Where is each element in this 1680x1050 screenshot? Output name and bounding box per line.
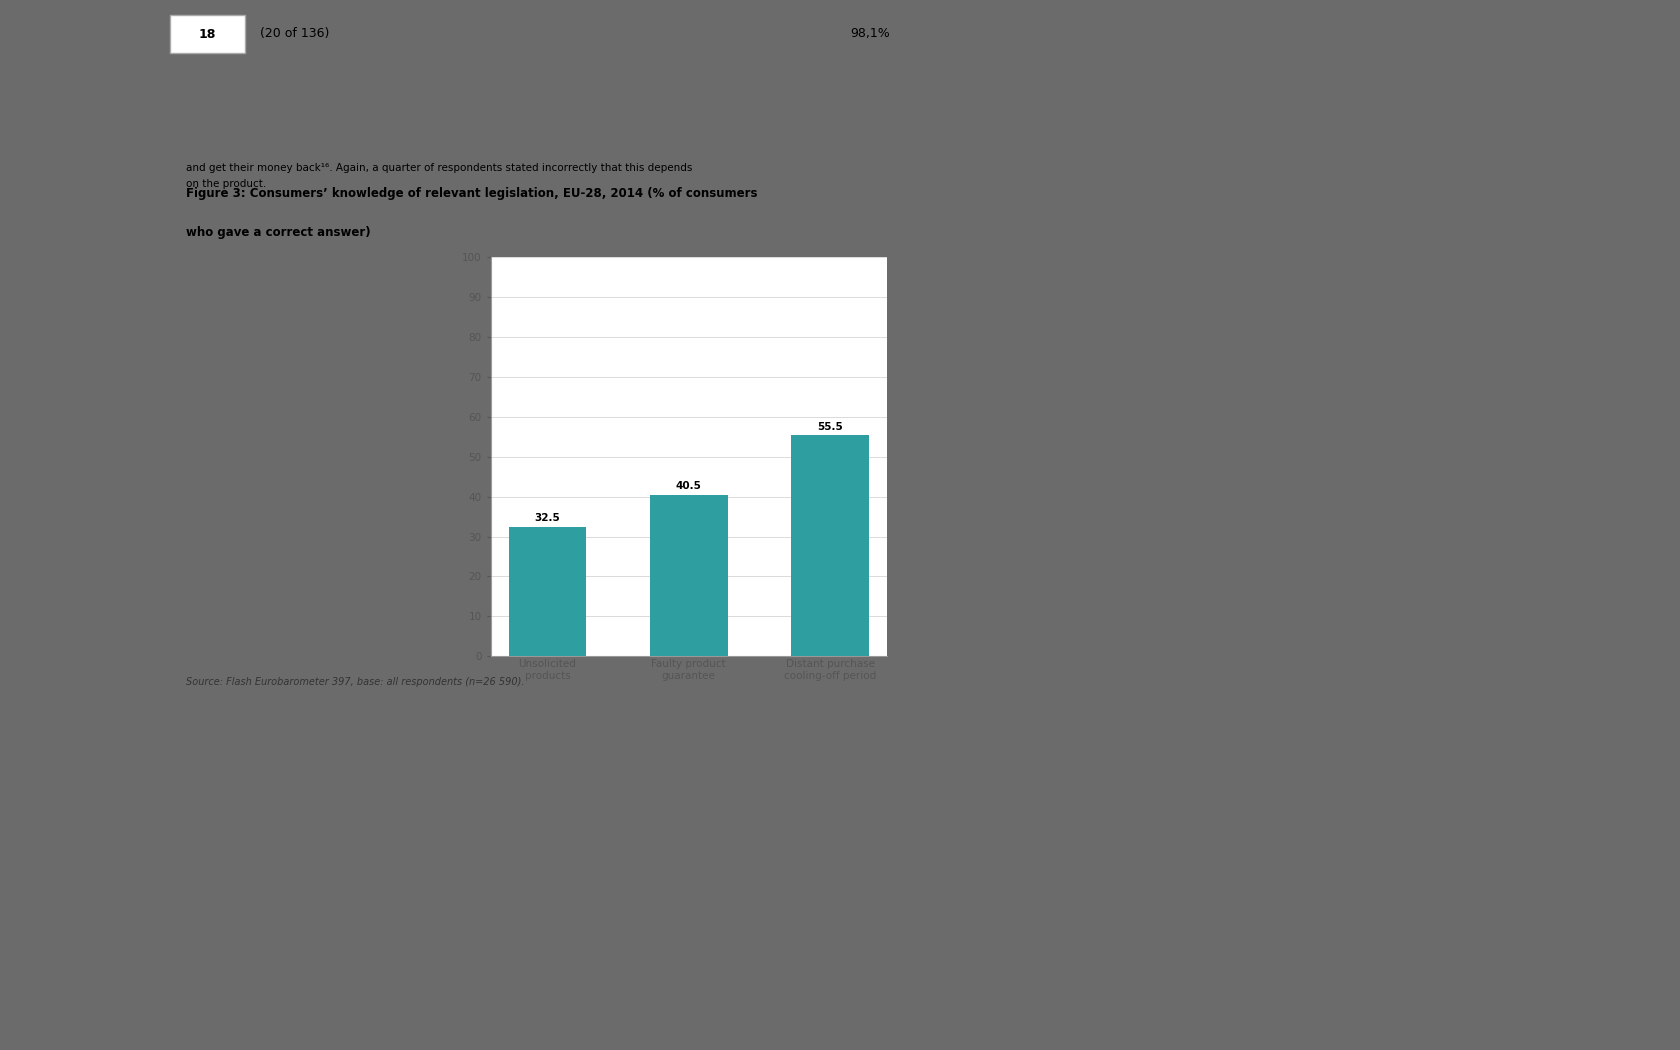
Text: 40.5: 40.5: [675, 482, 702, 491]
Text: 98,1%: 98,1%: [850, 27, 890, 41]
Bar: [509, 527, 586, 656]
Text: (20 of 136): (20 of 136): [260, 27, 329, 41]
Text: Source: Flash Eurobarometer 397, base: all respondents (n=26 590).: Source: Flash Eurobarometer 397, base: a…: [185, 677, 524, 688]
Text: 32.5: 32.5: [534, 513, 559, 523]
Text: Figure 3: Consumers’ knowledge of relevant legislation, EU-28, 2014 (% of consum: Figure 3: Consumers’ knowledge of releva…: [185, 187, 758, 200]
Bar: [170, 15, 245, 53]
Text: 18: 18: [198, 27, 215, 41]
Text: on the product.: on the product.: [185, 178, 265, 189]
Text: 55.5: 55.5: [816, 422, 843, 432]
Bar: [791, 435, 869, 656]
Text: and get their money back¹⁶. Again, a quarter of respondents stated incorrectly t: and get their money back¹⁶. Again, a qua…: [185, 163, 692, 173]
Text: who gave a correct answer): who gave a correct answer): [185, 226, 370, 238]
Bar: [650, 495, 727, 656]
